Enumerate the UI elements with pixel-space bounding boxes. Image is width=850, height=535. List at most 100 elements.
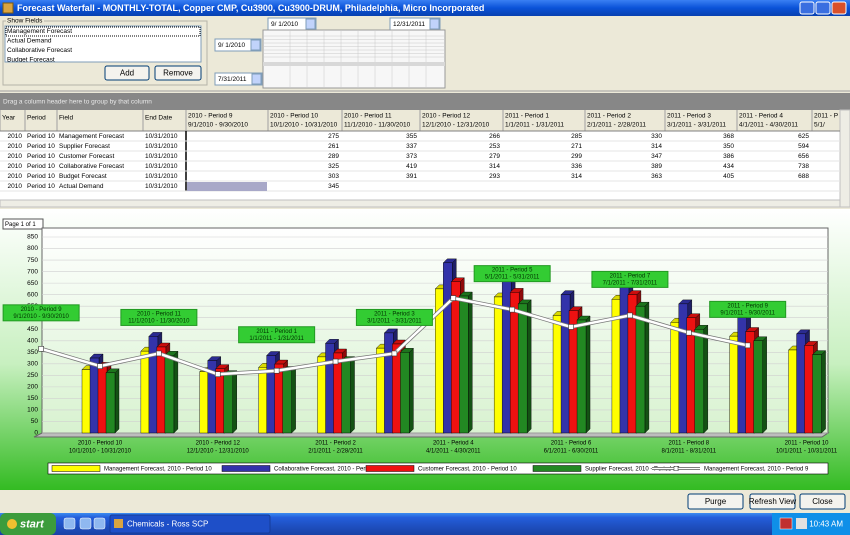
group-hint: Drag a column header here to group by th… bbox=[3, 99, 152, 106]
cell: 345 bbox=[328, 183, 339, 190]
preview-table bbox=[262, 29, 446, 89]
tray-icon[interactable] bbox=[779, 517, 793, 530]
column-dates[interactable]: 3/1/2011 - 3/31/2011 bbox=[667, 122, 726, 129]
date-value[interactable]: 9/ 1/2010 bbox=[271, 21, 298, 28]
line-marker bbox=[391, 350, 398, 357]
start-button[interactable] bbox=[0, 513, 56, 535]
column-dates[interactable]: 2/1/2011 - 2/28/2011 bbox=[587, 122, 646, 129]
column-title[interactable]: Year bbox=[2, 115, 16, 122]
selected-cell bbox=[187, 182, 267, 191]
close-app-button[interactable] bbox=[799, 493, 846, 510]
field-item[interactable]: Management Forecast bbox=[7, 28, 72, 35]
column-dates[interactable]: 10/1/2010 - 10/31/2010 bbox=[270, 122, 338, 129]
remove-button-label[interactable]: Remove bbox=[163, 69, 193, 78]
maximize-button[interactable] bbox=[815, 1, 831, 15]
column-dates[interactable]: 11/1/2010 - 11/30/2010 bbox=[344, 122, 411, 129]
floor bbox=[33, 432, 830, 438]
column-title[interactable]: 2011 - Period 2 bbox=[587, 113, 631, 120]
v-scrollbar[interactable] bbox=[839, 109, 850, 208]
point-label-period: 2011 - Period 9 bbox=[727, 303, 768, 309]
purge-button[interactable] bbox=[687, 493, 744, 510]
start-logo[interactable] bbox=[7, 519, 17, 529]
column-dates[interactable]: 1/1/2011 - 1/31/2011 bbox=[505, 122, 564, 129]
column-dates[interactable]: 12/1/2010 - 12/31/2010 bbox=[422, 122, 490, 129]
column-title[interactable]: Period bbox=[27, 115, 46, 122]
tray-icon[interactable] bbox=[796, 518, 807, 529]
purge-button-label[interactable]: Purge bbox=[705, 497, 727, 506]
bar bbox=[517, 303, 528, 434]
date-value[interactable]: 9/ 1/2010 bbox=[218, 42, 245, 49]
combo-arrow[interactable] bbox=[250, 39, 261, 51]
column-title[interactable]: 2010 - Period 9 bbox=[188, 113, 233, 120]
combo-arrow[interactable] bbox=[251, 73, 262, 85]
field-item[interactable]: Actual Demand bbox=[7, 38, 52, 45]
cell: 299 bbox=[571, 153, 582, 160]
refresh-button-label[interactable]: Refresh View bbox=[749, 497, 797, 506]
point-label-dates: 7/1/2011 - 7/31/2011 bbox=[603, 280, 658, 286]
date-value[interactable]: 12/31/2011 bbox=[393, 21, 425, 28]
column-title[interactable]: 2011 - Period 4 bbox=[739, 113, 783, 120]
column-dates[interactable]: 5/1/ bbox=[814, 122, 825, 129]
bar-side bbox=[703, 324, 708, 434]
start-label[interactable]: start bbox=[20, 518, 45, 530]
bar bbox=[678, 303, 688, 434]
refresh-button[interactable] bbox=[749, 493, 796, 510]
column-title[interactable]: 2011 - Period 3 bbox=[667, 113, 711, 120]
point-label-box bbox=[473, 265, 551, 283]
cell: Period 10 bbox=[27, 183, 55, 190]
column-title[interactable]: 2010 - Period 11 bbox=[344, 113, 392, 120]
task-label[interactable]: Chemicals - Ross SCP bbox=[127, 520, 208, 529]
x-tick-dates: 12/1/2010 - 12/31/2010 bbox=[187, 449, 250, 455]
cell: 266 bbox=[489, 133, 500, 140]
bar-side bbox=[114, 368, 120, 434]
bar bbox=[400, 352, 410, 434]
x-tick-label: 2011 - Period 4 bbox=[433, 441, 474, 447]
close-app-button-label[interactable]: Close bbox=[812, 497, 833, 506]
column-title[interactable]: 2011 - P bbox=[814, 113, 838, 120]
cell: Actual Demand bbox=[59, 183, 104, 190]
date-value[interactable]: 7/31/2011 bbox=[218, 76, 247, 83]
add-button[interactable] bbox=[104, 65, 150, 81]
quick-launch-icon[interactable] bbox=[93, 517, 106, 530]
cell: 594 bbox=[798, 143, 809, 150]
add-button-label[interactable]: Add bbox=[120, 69, 134, 78]
bar bbox=[317, 356, 327, 434]
window-title: Forecast Waterfall - MONTHLY-TOTAL, Copp… bbox=[17, 3, 484, 13]
column-title[interactable]: Field bbox=[59, 115, 73, 122]
cell: 2010 bbox=[8, 173, 23, 180]
quick-launch-icon[interactable] bbox=[63, 517, 76, 530]
date-combo[interactable] bbox=[214, 72, 263, 86]
bar bbox=[274, 363, 284, 434]
column-dates[interactable]: 4/1/2011 - 4/30/2011 bbox=[739, 122, 798, 129]
task-icon[interactable] bbox=[114, 519, 123, 528]
field-item[interactable]: Budget Forecast bbox=[7, 57, 55, 64]
column-title[interactable]: End Date bbox=[145, 115, 172, 122]
cell: 347 bbox=[651, 153, 662, 160]
cell: 261 bbox=[328, 143, 339, 150]
cell: 285 bbox=[571, 133, 582, 140]
bar-side bbox=[291, 366, 296, 434]
bar bbox=[804, 345, 814, 434]
bar bbox=[199, 371, 209, 434]
combo-arrow[interactable] bbox=[305, 18, 316, 30]
column-title[interactable]: 2010 - Period 10 bbox=[270, 113, 318, 120]
date-combo[interactable] bbox=[214, 38, 262, 52]
task-button[interactable] bbox=[109, 514, 271, 534]
close-button[interactable] bbox=[831, 1, 847, 15]
line-marker bbox=[214, 371, 221, 378]
column-title[interactable]: 2011 - Period 1 bbox=[505, 113, 549, 120]
y-tick-label: 300 bbox=[27, 361, 38, 368]
bar bbox=[97, 366, 108, 434]
combo-arrow[interactable] bbox=[429, 18, 440, 30]
h-scrollbar[interactable] bbox=[0, 199, 841, 208]
minimize-button[interactable] bbox=[799, 1, 815, 15]
cell: 10/31/2010 bbox=[145, 183, 178, 190]
field-item[interactable]: Collaborative Forecast bbox=[7, 47, 72, 54]
remove-button[interactable] bbox=[154, 65, 202, 81]
quick-launch-icon[interactable] bbox=[79, 517, 92, 530]
cell: 405 bbox=[723, 173, 734, 180]
column-title[interactable]: 2010 - Period 12 bbox=[422, 113, 470, 120]
column-dates[interactable]: 9/1/2010 - 9/30/2010 bbox=[188, 122, 248, 129]
bar bbox=[737, 317, 747, 434]
bar bbox=[788, 349, 798, 434]
